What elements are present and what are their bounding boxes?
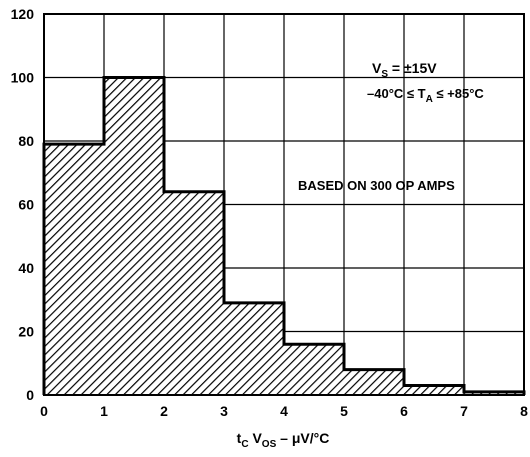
plot-frame (43, 13, 525, 396)
bars (42, 76, 526, 395)
histogram-bar (284, 344, 344, 395)
x-tick-label: 2 (160, 403, 168, 419)
x-tick-label: 4 (280, 403, 288, 419)
histogram-bar (44, 144, 104, 395)
x-tick-label: 3 (220, 403, 228, 419)
temperature-range-annotation: –40°C ≤ TA ≤ +85°C (367, 86, 484, 105)
histogram-bar (464, 391, 524, 395)
y-tick-label: 100 (11, 70, 35, 86)
y-tick-label: 20 (18, 324, 34, 340)
x-tick-label: 5 (340, 403, 348, 419)
x-tick-label: 0 (40, 403, 48, 419)
y-tick-label: 0 (26, 387, 34, 403)
histogram-bar (344, 369, 404, 395)
y-tick-label: 120 (11, 6, 35, 22)
x-axis-label: tC VOS – μV/°C (237, 430, 330, 450)
histogram-bar (404, 385, 464, 395)
y-tick-label: 60 (18, 197, 34, 213)
y-tick-label: 80 (18, 133, 34, 149)
x-tick-label: 7 (460, 403, 468, 419)
x-tick-label: 1 (100, 403, 108, 419)
x-tick-label: 8 (520, 403, 528, 419)
x-tick-label: 6 (400, 403, 408, 419)
sample-basis-annotation: BASED ON 300 OP AMPS (298, 178, 455, 193)
histogram-bar (164, 191, 224, 395)
supply-voltage-annotation: VS = ±15V (372, 60, 437, 80)
y-tick-label: 40 (18, 260, 34, 276)
histogram-bar (104, 77, 164, 395)
histogram-bar (224, 302, 284, 395)
histogram-outline (42, 76, 526, 395)
